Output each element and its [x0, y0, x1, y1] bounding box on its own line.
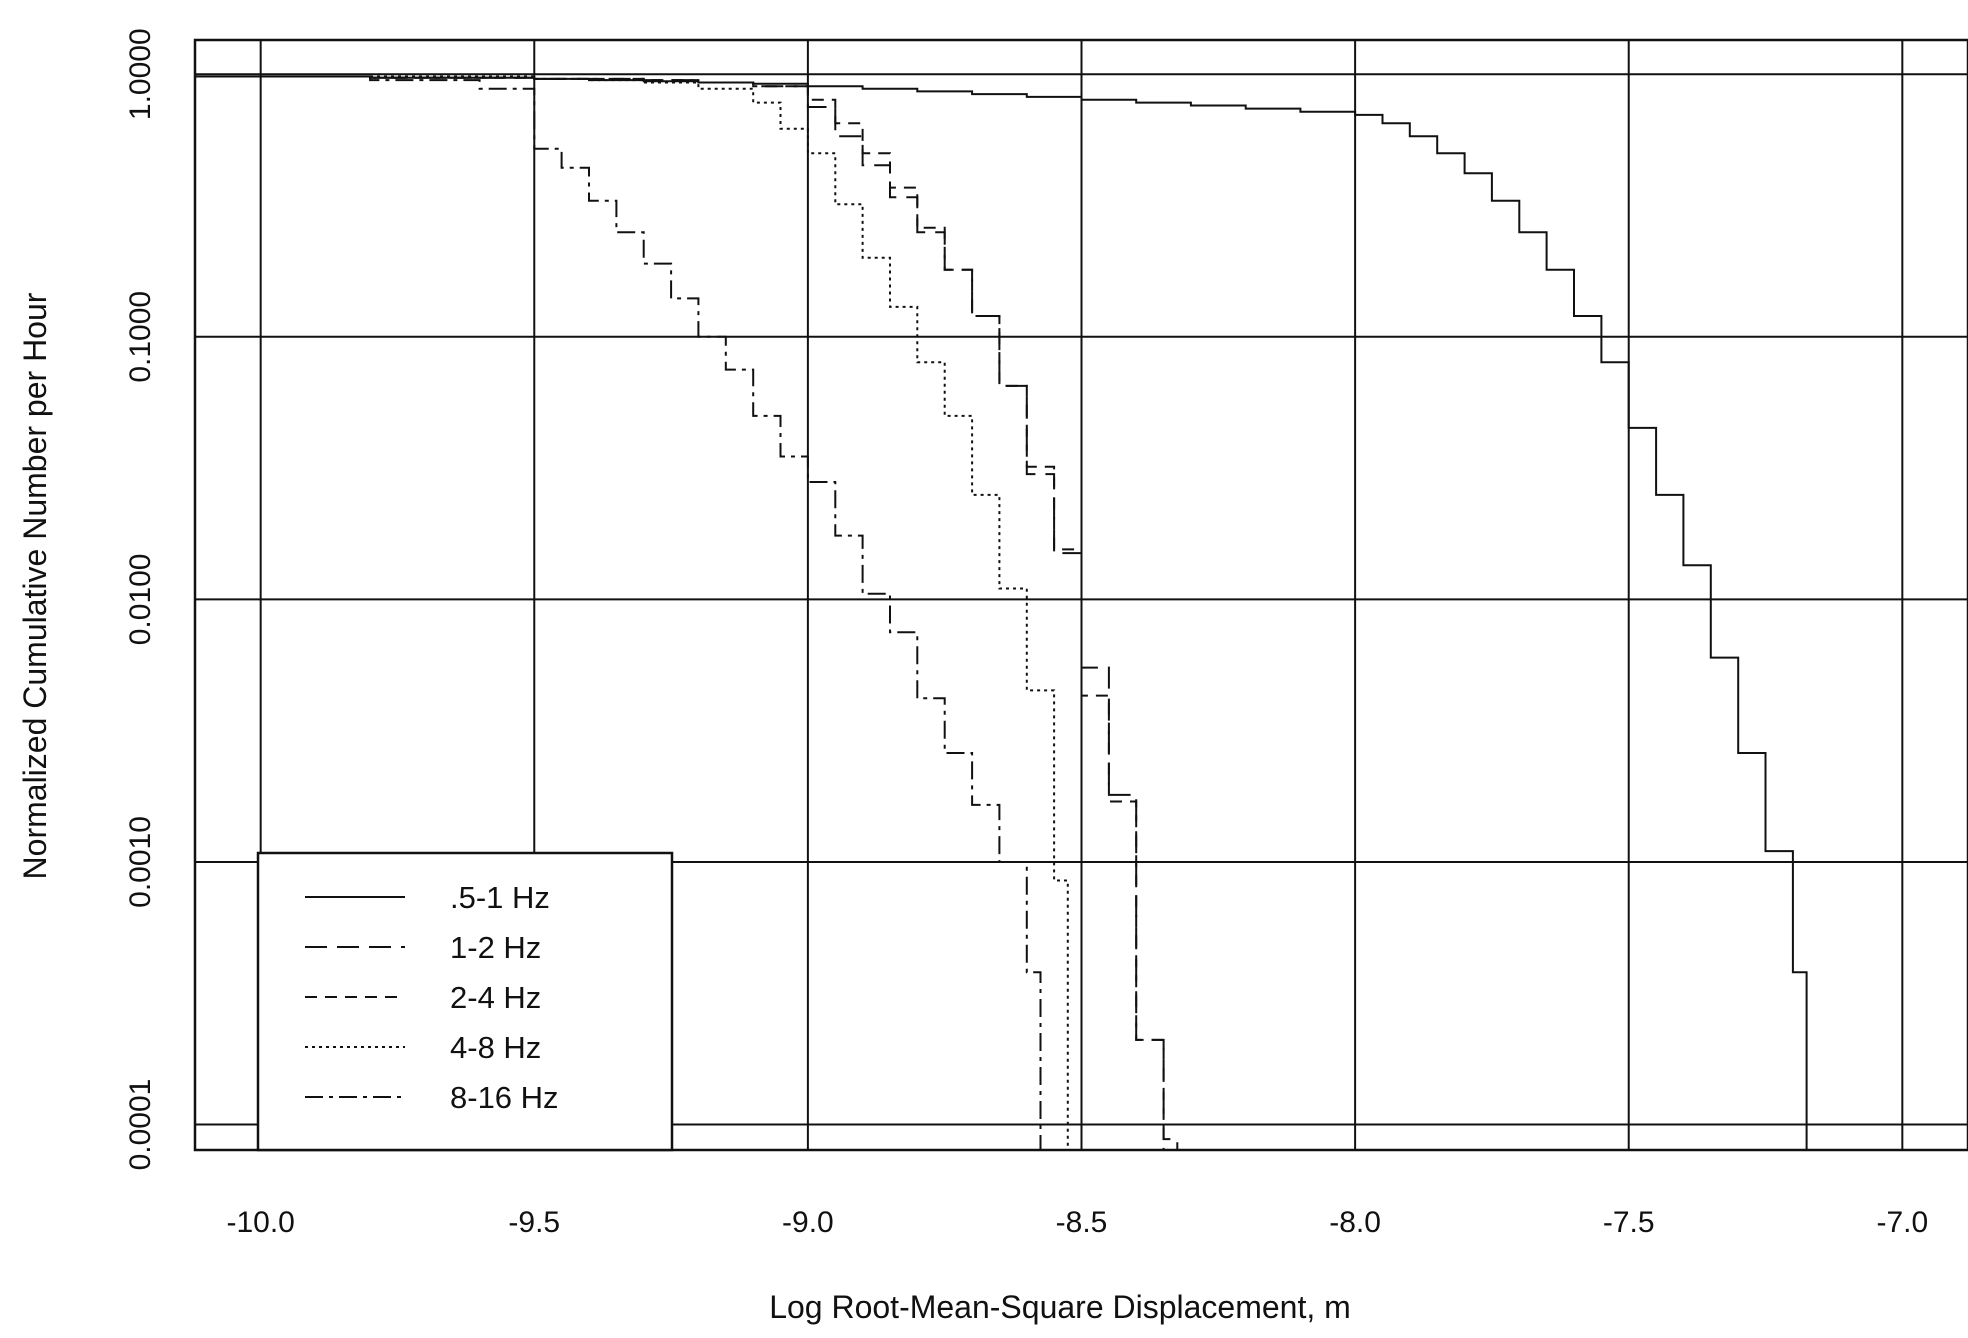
y-tick-label: 0.0001 [124, 1079, 157, 1171]
y-axis-title: Normalized Cumulative Number per Hour [17, 292, 53, 879]
legend: .5-1 Hz 1-2 Hz 2-4 Hz 4-8 Hz 8-16 Hz [256, 851, 674, 1152]
legend-label: .5-1 Hz [450, 880, 550, 915]
y-tick-label: 0.0010 [124, 816, 157, 908]
x-tick-label: -9.5 [508, 1206, 560, 1239]
legend-label: 2-4 Hz [450, 980, 541, 1015]
x-tick-label: -8.5 [1056, 1206, 1108, 1239]
legend-label: 4-8 Hz [450, 1030, 541, 1065]
x-tick-label: -8.0 [1329, 1206, 1381, 1239]
series-line [195, 75, 1042, 1150]
y-tick-label: 1.0000 [124, 28, 157, 120]
x-tick-label: -7.5 [1603, 1206, 1655, 1239]
x-tick-label: -10.0 [226, 1206, 294, 1239]
y-tick-label: 0.1000 [124, 291, 157, 383]
plot-frame [193, 38, 1968, 1152]
legend-label: 8-16 Hz [450, 1080, 559, 1115]
y-tick-label: 0.0100 [124, 554, 157, 646]
series-line [195, 75, 1069, 1150]
legend-label: 1-2 Hz [450, 930, 541, 965]
y-tick-labels: 0.0001 0.0010 0.0100 0.1000 1.0000 [124, 28, 157, 1170]
x-axis-title: Log Root-Mean-Square Displacement, m [769, 1289, 1351, 1325]
x-tick-label: -9.0 [782, 1206, 834, 1239]
x-tick-labels: -10.0 -9.5 -9.0 -8.5 -8.0 -7.5 -7.0 [226, 1206, 1928, 1239]
legend-box [256, 851, 674, 1152]
x-tick-label: -7.0 [1876, 1206, 1928, 1239]
legend-items: .5-1 Hz 1-2 Hz 2-4 Hz 4-8 Hz 8-16 Hz [305, 880, 559, 1115]
series-layer [195, 75, 1808, 1151]
